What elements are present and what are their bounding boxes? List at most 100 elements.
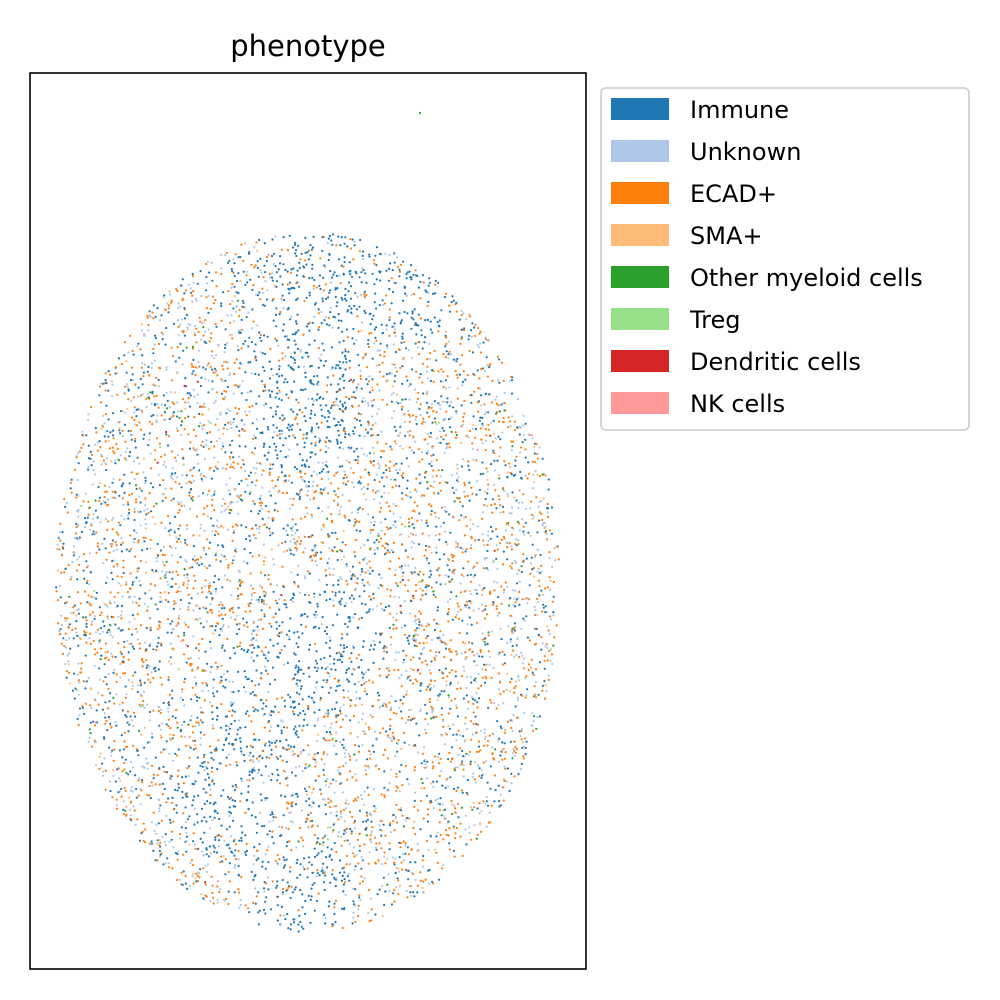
scatter-point bbox=[281, 357, 284, 360]
scatter-point bbox=[344, 483, 348, 486]
scatter-point bbox=[155, 557, 158, 560]
scatter-point bbox=[251, 422, 254, 425]
scatter-point bbox=[327, 237, 330, 240]
scatter-point bbox=[343, 514, 346, 517]
scatter-point bbox=[281, 283, 284, 286]
scatter-point bbox=[378, 667, 381, 671]
scatter-point bbox=[347, 872, 350, 876]
scatter-point bbox=[232, 805, 235, 808]
scatter-point bbox=[434, 755, 437, 758]
scatter-point bbox=[346, 690, 349, 693]
scatter-point bbox=[76, 569, 79, 572]
scatter-point bbox=[256, 461, 259, 464]
scatter-point bbox=[535, 597, 539, 601]
scatter-point bbox=[512, 713, 515, 717]
scatter-point bbox=[427, 284, 430, 287]
scatter-point bbox=[268, 360, 271, 363]
scatter-point bbox=[121, 756, 124, 759]
scatter-point bbox=[401, 476, 405, 479]
scatter-point bbox=[463, 327, 466, 330]
scatter-point bbox=[96, 516, 99, 519]
scatter-point bbox=[213, 493, 216, 496]
scatter-point bbox=[367, 888, 371, 892]
scatter-point bbox=[433, 679, 436, 682]
scatter-point bbox=[289, 896, 292, 900]
scatter-point bbox=[205, 341, 208, 345]
scatter-point bbox=[174, 582, 177, 586]
scatter-point bbox=[95, 591, 98, 594]
scatter-point bbox=[335, 714, 338, 717]
scatter-point bbox=[392, 391, 395, 394]
scatter-point bbox=[485, 467, 488, 470]
scatter-point bbox=[55, 590, 58, 593]
scatter-point bbox=[388, 728, 392, 731]
scatter-point bbox=[244, 306, 247, 309]
scatter-point bbox=[172, 414, 175, 417]
scatter-point bbox=[488, 366, 491, 369]
scatter-point bbox=[138, 495, 141, 498]
scatter-point bbox=[264, 646, 267, 649]
scatter-point bbox=[274, 449, 277, 452]
scatter-point bbox=[385, 294, 388, 297]
scatter-point bbox=[380, 834, 383, 837]
scatter-point bbox=[410, 540, 413, 543]
scatter-point bbox=[420, 624, 423, 627]
scatter-point bbox=[214, 629, 217, 632]
scatter-point bbox=[326, 384, 329, 387]
scatter-point bbox=[247, 648, 250, 652]
scatter-point bbox=[548, 529, 552, 532]
scatter-point bbox=[256, 771, 259, 774]
scatter-point bbox=[220, 855, 223, 858]
scatter-point bbox=[180, 284, 183, 287]
scatter-point bbox=[378, 888, 381, 891]
scatter-point bbox=[465, 843, 468, 846]
scatter-point bbox=[455, 412, 458, 415]
scatter-point bbox=[203, 529, 206, 532]
scatter-point bbox=[450, 699, 453, 702]
scatter-point bbox=[228, 374, 231, 377]
scatter-point bbox=[427, 584, 430, 587]
scatter-point bbox=[96, 441, 99, 444]
scatter-point bbox=[476, 369, 479, 372]
scatter-point bbox=[164, 843, 167, 847]
scatter-point bbox=[278, 359, 281, 362]
scatter-point bbox=[408, 675, 411, 678]
scatter-point bbox=[294, 766, 298, 769]
scatter-point bbox=[548, 576, 551, 579]
scatter-point bbox=[518, 433, 521, 436]
scatter-point bbox=[463, 484, 466, 487]
scatter-point bbox=[348, 616, 351, 619]
scatter-point bbox=[165, 326, 168, 330]
scatter-point bbox=[84, 702, 87, 705]
scatter-point bbox=[191, 725, 194, 728]
scatter-point bbox=[289, 271, 293, 274]
scatter-point bbox=[197, 495, 200, 498]
scatter-point bbox=[196, 592, 199, 595]
scatter-point bbox=[497, 435, 500, 438]
scatter-point bbox=[463, 590, 466, 593]
scatter-point bbox=[126, 447, 129, 450]
scatter-point bbox=[503, 765, 506, 768]
scatter-point bbox=[437, 623, 440, 626]
scatter-point bbox=[229, 493, 232, 496]
scatter-point bbox=[342, 689, 345, 692]
scatter-point bbox=[264, 657, 267, 660]
scatter-point bbox=[215, 851, 219, 854]
scatter-point bbox=[142, 700, 145, 703]
scatter-point bbox=[399, 402, 402, 405]
scatter-point bbox=[333, 271, 336, 274]
scatter-point bbox=[513, 597, 516, 600]
scatter-point bbox=[75, 620, 78, 623]
scatter-point bbox=[231, 501, 234, 504]
scatter-point bbox=[366, 758, 369, 761]
scatter-point bbox=[232, 691, 235, 694]
scatter-point bbox=[353, 574, 356, 578]
scatter-point bbox=[168, 818, 171, 822]
scatter-point bbox=[287, 364, 290, 367]
scatter-point bbox=[227, 564, 230, 567]
scatter-point bbox=[275, 445, 278, 448]
scatter-point bbox=[141, 411, 144, 414]
scatter-point bbox=[442, 521, 445, 525]
scatter-point bbox=[299, 489, 302, 492]
scatter-point bbox=[425, 712, 428, 715]
